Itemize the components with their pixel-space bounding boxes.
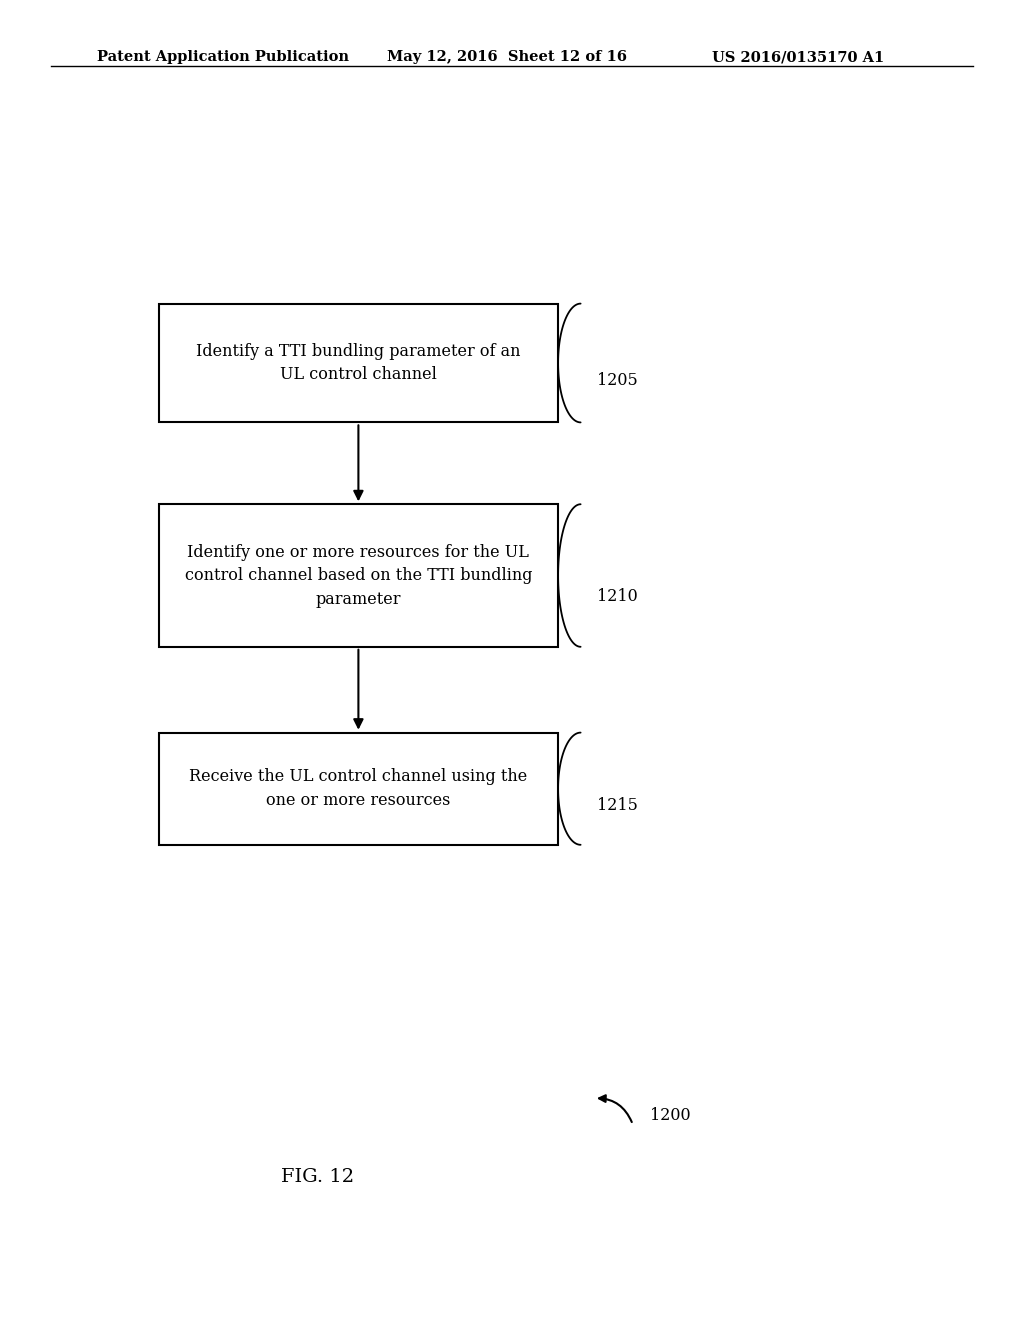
- Text: 1210: 1210: [597, 589, 638, 606]
- FancyBboxPatch shape: [159, 504, 558, 647]
- FancyBboxPatch shape: [159, 304, 558, 422]
- Text: Identify one or more resources for the UL
control channel based on the TTI bundl: Identify one or more resources for the U…: [184, 544, 532, 607]
- Text: 1215: 1215: [597, 797, 638, 814]
- Text: FIG. 12: FIG. 12: [281, 1168, 354, 1187]
- FancyBboxPatch shape: [159, 733, 558, 845]
- Text: 1200: 1200: [650, 1107, 691, 1123]
- Text: May 12, 2016  Sheet 12 of 16: May 12, 2016 Sheet 12 of 16: [387, 50, 627, 65]
- Text: US 2016/0135170 A1: US 2016/0135170 A1: [712, 50, 884, 65]
- Text: Patent Application Publication: Patent Application Publication: [97, 50, 349, 65]
- Text: Receive the UL control channel using the
one or more resources: Receive the UL control channel using the…: [189, 768, 527, 809]
- Text: 1205: 1205: [597, 372, 638, 389]
- Text: Identify a TTI bundling parameter of an
UL control channel: Identify a TTI bundling parameter of an …: [197, 343, 520, 383]
